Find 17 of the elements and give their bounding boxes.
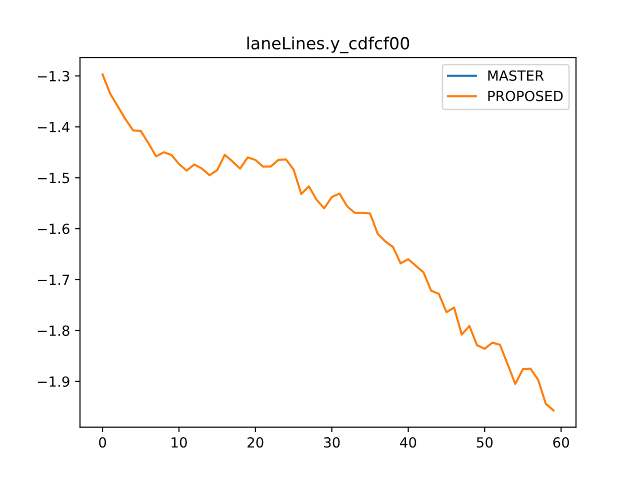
- x-tick-label: 20: [248, 437, 264, 448]
- y-tick-label: −1.5: [38, 172, 70, 184]
- x-tick-label: 10: [172, 437, 187, 448]
- x-tick-label: 60: [553, 437, 570, 448]
- x-tick-label: 0: [99, 437, 106, 448]
- x-tick-label: 40: [400, 437, 416, 448]
- y-tick-label: −1.8: [38, 325, 70, 336]
- y-tick-label: −1.7: [38, 274, 70, 285]
- x-tick-label: 50: [476, 437, 493, 448]
- y-tick-label: −1.4: [38, 122, 70, 132]
- y-tick-label: −1.6: [38, 224, 70, 234]
- chart-title: laneLines.y_cdfcf00: [247, 36, 410, 54]
- x-tick-label: 30: [324, 437, 340, 448]
- y-tick-label: −1.9: [38, 376, 70, 387]
- y-tick-label: −1.3: [38, 70, 70, 82]
- legend-label: MASTER: [488, 70, 544, 81]
- legend-label: PROPOSED: [488, 90, 563, 102]
